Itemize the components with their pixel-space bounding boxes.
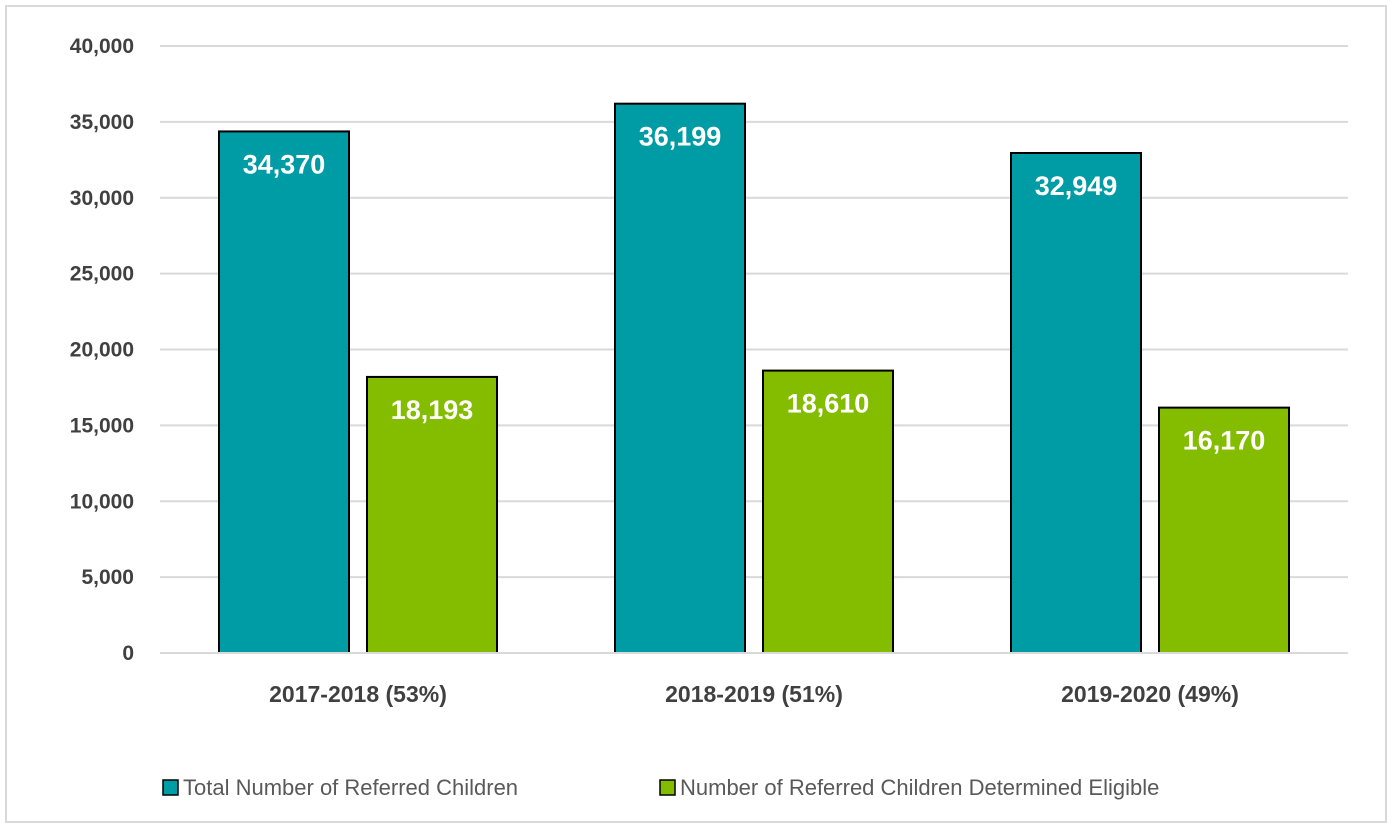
data-label: 32,949: [1035, 171, 1118, 201]
y-tick-label: 20,000: [70, 339, 134, 362]
y-tick-label: 35,000: [70, 111, 134, 134]
y-tick-label: 10,000: [70, 490, 134, 513]
y-tick-label: 25,000: [70, 263, 134, 286]
legend-swatch: [162, 779, 179, 796]
bar: [1010, 151, 1142, 654]
y-tick-label: 40,000: [70, 35, 134, 58]
y-tick-label: 15,000: [70, 414, 134, 437]
bar: [218, 130, 350, 655]
data-label: 18,193: [391, 395, 474, 425]
data-label: 36,199: [639, 122, 722, 152]
bar: [614, 102, 746, 654]
data-label: 16,170: [1183, 426, 1266, 456]
legend-label: Total Number of Referred Children: [183, 775, 518, 800]
x-category-label: 2018-2019 (51%): [665, 681, 843, 707]
y-tick-label: 0: [122, 642, 134, 665]
data-label: 18,610: [787, 389, 870, 419]
legend-label: Number of Referred Children Determined E…: [680, 775, 1159, 800]
data-label: 34,370: [243, 149, 326, 179]
legend-swatch: [659, 779, 676, 796]
y-tick-label: 30,000: [70, 187, 134, 210]
y-tick-label: 5,000: [81, 566, 134, 589]
x-category-label: 2019-2020 (49%): [1061, 681, 1239, 707]
x-category-label: 2017-2018 (53%): [269, 681, 447, 707]
